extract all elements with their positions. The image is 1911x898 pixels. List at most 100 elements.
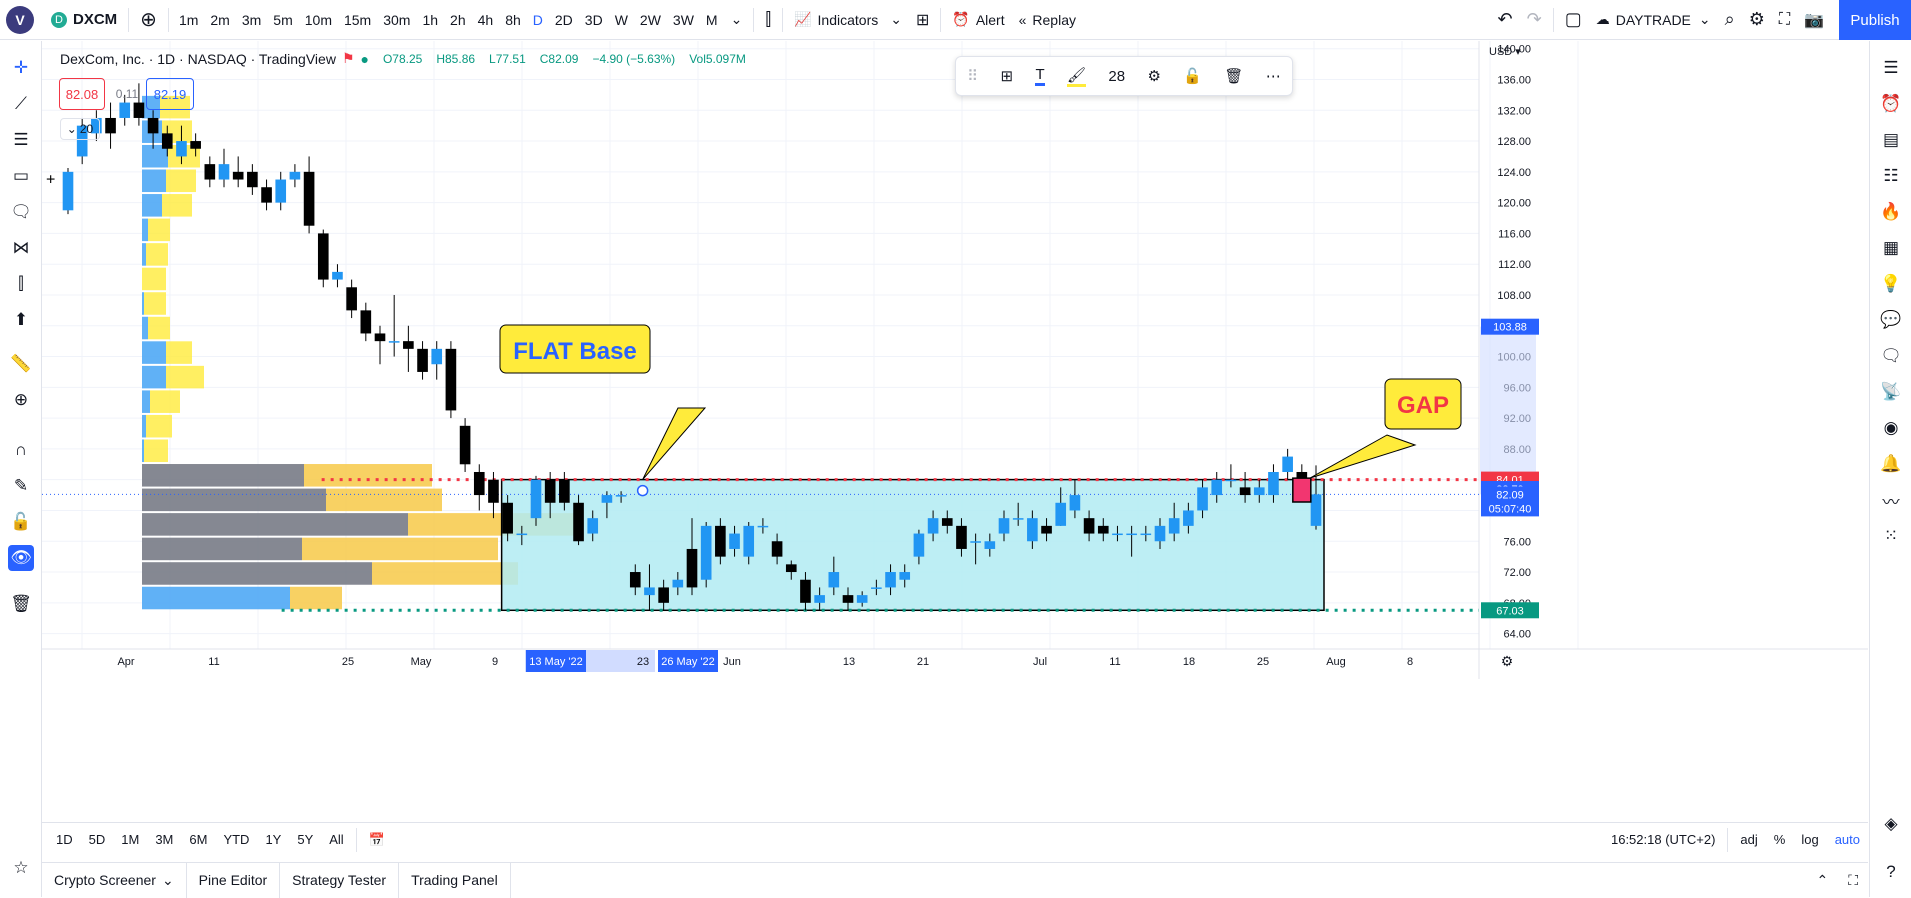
- lock-icon[interactable]: 🔓: [10, 512, 32, 531]
- range-all[interactable]: All: [329, 832, 344, 847]
- alerts-clock-icon[interactable]: ⏰: [1880, 94, 1902, 113]
- layouts-grid-icon[interactable]: ⊞: [915, 11, 930, 29]
- watchlist-icon[interactable]: ☰: [1883, 58, 1899, 77]
- interval-2m[interactable]: 2m: [210, 11, 230, 28]
- interval-3d[interactable]: 3D: [584, 11, 603, 28]
- zoom-in-icon[interactable]: ⊕: [13, 390, 29, 409]
- range-1y[interactable]: 1Y: [265, 832, 282, 847]
- layout-name-button[interactable]: ☁ DAYTRADE ⌄: [1589, 0, 1718, 40]
- interval-1h[interactable]: 1h: [422, 11, 439, 28]
- fullscreen-frame-icon[interactable]: ▢: [1564, 9, 1582, 29]
- auto-toggle[interactable]: auto: [1834, 832, 1860, 847]
- rectangle-icon[interactable]: ▭: [12, 166, 30, 185]
- interval-2w[interactable]: 2W: [639, 11, 661, 28]
- calendar-fire-icon[interactable]: 🔥: [1880, 202, 1902, 221]
- range-3m[interactable]: 3M: [155, 832, 174, 847]
- interval-4h[interactable]: 4h: [477, 11, 494, 28]
- range-5d[interactable]: 5D: [88, 832, 106, 847]
- log-toggle[interactable]: log: [1801, 832, 1819, 847]
- interval-1m[interactable]: 1m: [178, 11, 199, 28]
- publish-button[interactable]: Publish: [1839, 0, 1911, 40]
- range-6m[interactable]: 6M: [189, 832, 208, 847]
- trash-icon[interactable]: 🗑: [10, 594, 32, 613]
- help-icon[interactable]: ?: [1886, 862, 1896, 881]
- maximize-panel-icon[interactable]: ⛶: [1848, 871, 1858, 888]
- streams-icon[interactable]: 📡: [1880, 382, 1902, 401]
- dom-icon[interactable]: ⁙: [1883, 526, 1899, 545]
- date-range-icon[interactable]: 📅: [368, 831, 385, 847]
- hide-drawings-icon[interactable]: 👁: [8, 545, 34, 571]
- range-1d[interactable]: 1D: [56, 832, 73, 847]
- adj-toggle[interactable]: adj: [1740, 832, 1758, 847]
- calendar-icon[interactable]: ▦: [1882, 238, 1900, 257]
- indicators-button[interactable]: 📈 Indicators ⌄: [787, 0, 909, 40]
- interval-15m[interactable]: 15m: [343, 11, 372, 28]
- user-avatar[interactable]: V: [6, 5, 34, 34]
- redo-icon[interactable]: ↷: [1526, 9, 1542, 29]
- interval-10m[interactable]: 10m: [304, 11, 332, 28]
- interval-2h[interactable]: 2h: [450, 11, 466, 28]
- pattern-icon[interactable]: ⋈: [12, 238, 30, 257]
- fullscreen-icon[interactable]: ⛶: [1778, 10, 1791, 28]
- interval-8h[interactable]: 8h: [505, 11, 521, 28]
- chart-type-candles-icon[interactable]: ⫿: [765, 9, 772, 29]
- text-color-icon[interactable]: T: [1035, 66, 1045, 86]
- collapse-panel-icon[interactable]: ⌃: [1816, 871, 1829, 888]
- interval-w[interactable]: W: [614, 11, 628, 28]
- interval-30m[interactable]: 30m: [383, 11, 411, 28]
- interval-3w[interactable]: 3W: [672, 11, 694, 28]
- ideas-bulb-icon[interactable]: 💡: [1880, 274, 1902, 293]
- layers-icon[interactable]: ◈: [1884, 814, 1898, 833]
- forecast-icon[interactable]: ⫿: [18, 274, 24, 293]
- interval-d[interactable]: D: [532, 11, 543, 28]
- star-icon[interactable]: ☆: [13, 858, 29, 877]
- magnet-icon[interactable]: ∩: [14, 440, 28, 459]
- price-chart[interactable]: FLAT Base GAP 140.00 136.00 132.00 128.00 124.…: [42, 41, 1868, 786]
- more-icon[interactable]: ⋯: [1265, 68, 1281, 85]
- interval-m[interactable]: M: [705, 11, 718, 28]
- broadcast-icon[interactable]: ◉: [1883, 418, 1899, 437]
- text-note-icon[interactable]: 🗨: [10, 202, 32, 221]
- range-5y[interactable]: 5Y: [297, 832, 314, 847]
- range-ytd[interactable]: YTD: [223, 832, 250, 847]
- replay-button[interactable]: « Replay: [1012, 0, 1083, 40]
- compare-add-icon[interactable]: ⊕: [140, 9, 157, 31]
- gear-icon[interactable]: ⚙: [1748, 9, 1765, 29]
- indicators-toggle[interactable]: ⌄ 20: [60, 118, 100, 140]
- interval-dropdown-icon[interactable]: ⌄: [730, 11, 743, 27]
- trend-line-icon[interactable]: ⟋: [15, 94, 27, 113]
- gear-icon[interactable]: ⚙: [1147, 68, 1161, 85]
- percent-toggle[interactable]: %: [1773, 832, 1786, 847]
- range-1m[interactable]: 1M: [121, 832, 140, 847]
- data-window-icon[interactable]: ▤: [1882, 130, 1900, 149]
- camera-icon[interactable]: 📷: [1804, 11, 1824, 29]
- ruler-icon[interactable]: 📏: [10, 354, 32, 373]
- chats-icon[interactable]: 💬: [1880, 310, 1902, 329]
- search-icon[interactable]: ⌕: [1724, 9, 1735, 29]
- tab-strategy-tester[interactable]: Strategy Tester: [280, 862, 400, 898]
- crosshair-icon[interactable]: ✛: [13, 58, 29, 77]
- pencil-lock-icon[interactable]: ✎: [13, 476, 29, 495]
- tab-crypto-screener[interactable]: Crypto Screener ⌄: [42, 862, 187, 898]
- pine-scripts-icon[interactable]: 〰: [1882, 492, 1900, 512]
- interval-2d[interactable]: 2D: [554, 11, 573, 28]
- undo-icon[interactable]: ↶: [1497, 9, 1513, 29]
- notifications-bell-icon[interactable]: 🔔: [1880, 454, 1902, 473]
- interval-5m[interactable]: 5m: [273, 11, 293, 28]
- messages-icon[interactable]: 🗨: [1880, 346, 1902, 365]
- fib-retracement-icon[interactable]: ☰: [13, 130, 29, 149]
- tab-pine-editor[interactable]: Pine Editor: [187, 862, 281, 898]
- symbol-search[interactable]: D DXCM: [44, 0, 124, 40]
- drag-handle-icon[interactable]: ⠿: [967, 68, 979, 85]
- font-size-value[interactable]: 28: [1108, 67, 1126, 85]
- hotlist-icon[interactable]: ☷: [1883, 166, 1899, 185]
- buy-price-box[interactable]: 82.19: [146, 78, 194, 110]
- interval-3m[interactable]: 3m: [241, 11, 262, 28]
- arrow-up-icon[interactable]: ⬆: [13, 310, 29, 329]
- fill-color-icon[interactable]: 🖌: [1067, 66, 1087, 87]
- lock-icon[interactable]: 🔓: [1183, 68, 1202, 85]
- template-icon[interactable]: ⊞: [1000, 68, 1014, 85]
- alert-button[interactable]: ⏰ Alert: [945, 0, 1011, 40]
- trash-icon[interactable]: 🗑: [1224, 68, 1244, 85]
- flag-icon[interactable]: ⚑: [341, 50, 355, 66]
